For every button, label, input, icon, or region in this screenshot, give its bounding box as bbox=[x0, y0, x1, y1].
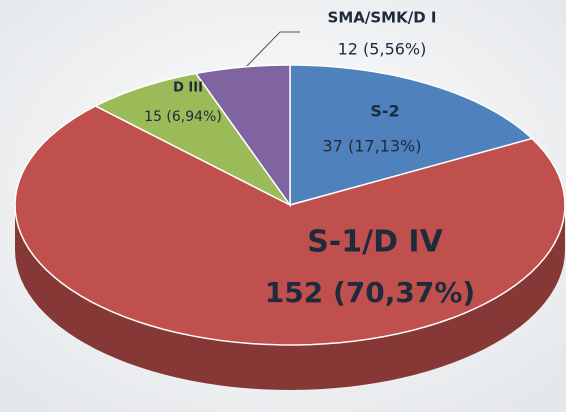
slice bbox=[93, 72, 291, 206]
slice bbox=[14, 105, 566, 346]
value-label: 37 (17,13%) bbox=[323, 137, 422, 156]
value-label: 12 (5,56%) bbox=[338, 40, 427, 59]
slice-label: S-1/D IV bbox=[307, 225, 443, 260]
slice-side bbox=[15, 205, 565, 390]
slice-label: D III bbox=[173, 81, 203, 96]
slice bbox=[289, 64, 534, 206]
leader-line bbox=[244, 31, 300, 69]
value-label: 152 (70,37%) bbox=[265, 276, 475, 309]
value-label: 15 (6,94%) bbox=[144, 109, 222, 125]
slice bbox=[194, 64, 291, 208]
slice-label: SMA/SMK/D I bbox=[328, 9, 437, 27]
slice-label: S-2 bbox=[370, 102, 399, 121]
